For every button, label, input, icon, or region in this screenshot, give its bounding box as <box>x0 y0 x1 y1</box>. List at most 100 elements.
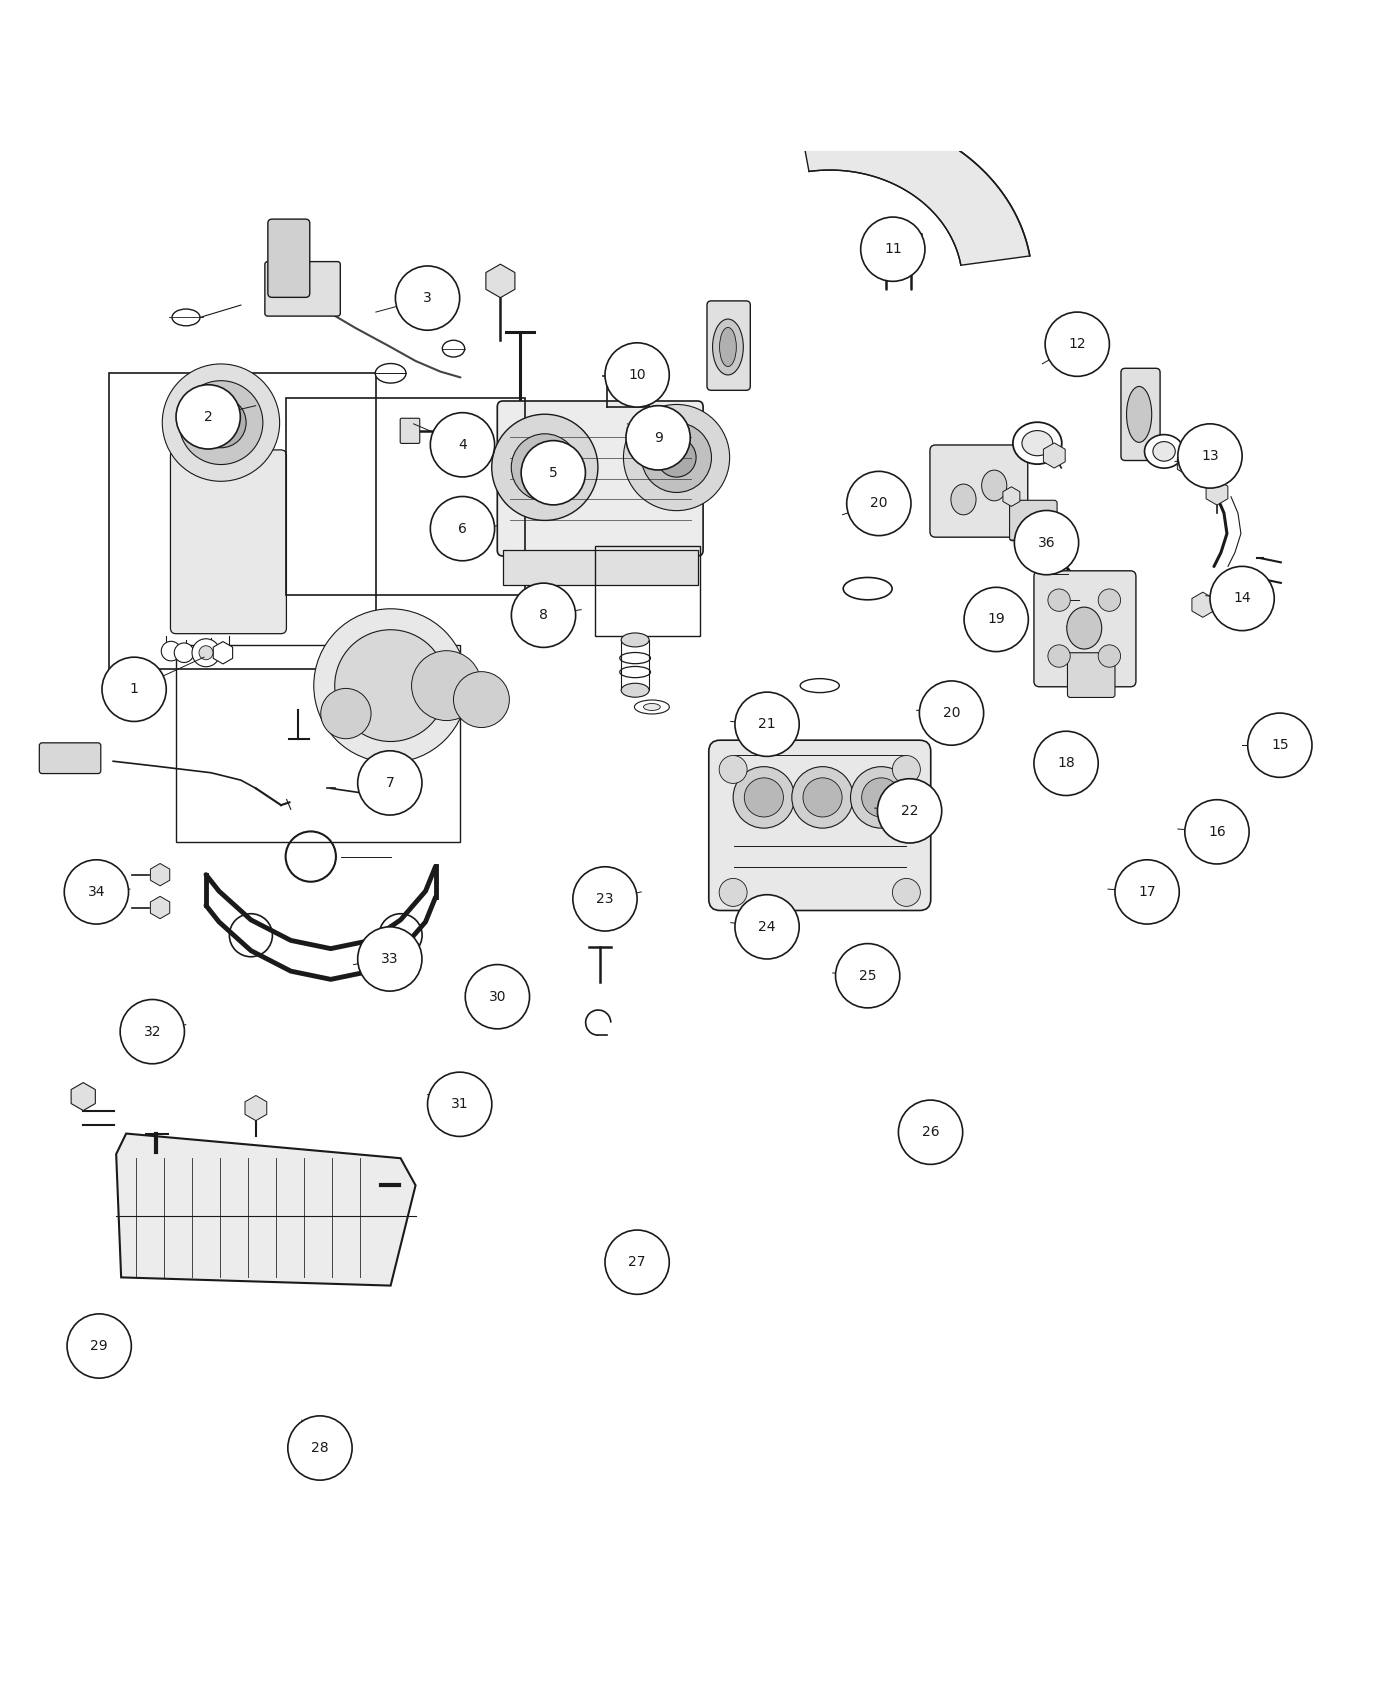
Circle shape <box>430 413 494 478</box>
FancyBboxPatch shape <box>267 219 309 298</box>
Circle shape <box>64 860 129 925</box>
Text: 27: 27 <box>629 1255 645 1270</box>
Circle shape <box>734 767 795 828</box>
Circle shape <box>102 658 167 721</box>
Circle shape <box>199 646 213 660</box>
Circle shape <box>1098 588 1120 612</box>
Circle shape <box>1114 860 1179 925</box>
Text: 7: 7 <box>385 775 395 791</box>
Ellipse shape <box>981 471 1007 501</box>
Circle shape <box>511 434 578 502</box>
FancyBboxPatch shape <box>707 301 750 391</box>
Circle shape <box>1184 799 1249 864</box>
Circle shape <box>196 398 246 447</box>
Circle shape <box>1035 731 1098 796</box>
FancyBboxPatch shape <box>1067 653 1114 697</box>
Circle shape <box>1046 313 1109 376</box>
FancyBboxPatch shape <box>930 445 1028 537</box>
Circle shape <box>454 672 510 728</box>
Text: 23: 23 <box>596 892 613 906</box>
Circle shape <box>176 384 241 449</box>
PathPatch shape <box>798 110 1030 265</box>
Text: 20: 20 <box>942 706 960 721</box>
Circle shape <box>861 779 900 818</box>
Ellipse shape <box>1127 386 1152 442</box>
Circle shape <box>623 405 729 510</box>
PathPatch shape <box>116 1134 416 1285</box>
Ellipse shape <box>375 364 406 382</box>
Circle shape <box>321 688 371 740</box>
Ellipse shape <box>644 704 661 711</box>
Circle shape <box>412 651 482 721</box>
Circle shape <box>314 609 468 763</box>
Text: 11: 11 <box>883 241 902 257</box>
Circle shape <box>1210 566 1274 631</box>
Circle shape <box>920 682 984 745</box>
Text: 3: 3 <box>423 291 433 304</box>
Text: 5: 5 <box>549 466 557 479</box>
Circle shape <box>491 415 598 520</box>
Text: 25: 25 <box>860 969 876 983</box>
Text: 29: 29 <box>91 1340 108 1353</box>
Text: 34: 34 <box>88 886 105 899</box>
Circle shape <box>657 439 696 478</box>
FancyBboxPatch shape <box>1035 571 1135 687</box>
Text: 20: 20 <box>869 496 888 510</box>
Text: 24: 24 <box>759 920 776 933</box>
Text: 9: 9 <box>654 430 662 445</box>
Ellipse shape <box>634 700 669 714</box>
Ellipse shape <box>622 683 650 697</box>
Circle shape <box>1015 510 1078 575</box>
Ellipse shape <box>1145 435 1183 468</box>
Ellipse shape <box>1022 430 1053 456</box>
Ellipse shape <box>720 328 736 367</box>
Circle shape <box>1098 644 1120 666</box>
Text: 30: 30 <box>489 989 507 1003</box>
Circle shape <box>430 496 494 561</box>
Circle shape <box>836 944 900 1008</box>
Circle shape <box>161 641 181 661</box>
Circle shape <box>1049 588 1070 612</box>
FancyBboxPatch shape <box>1009 500 1057 541</box>
Circle shape <box>735 692 799 756</box>
FancyBboxPatch shape <box>171 450 287 634</box>
FancyBboxPatch shape <box>503 551 697 585</box>
Ellipse shape <box>843 578 892 600</box>
Circle shape <box>357 927 421 991</box>
Text: 17: 17 <box>1138 886 1156 899</box>
Ellipse shape <box>801 678 840 692</box>
Circle shape <box>174 643 193 663</box>
Text: 32: 32 <box>144 1025 161 1039</box>
Circle shape <box>745 779 784 818</box>
Circle shape <box>605 1231 669 1294</box>
FancyBboxPatch shape <box>39 743 101 774</box>
Circle shape <box>626 406 690 469</box>
Text: 33: 33 <box>381 952 399 966</box>
Ellipse shape <box>1152 442 1175 461</box>
Text: 15: 15 <box>1271 738 1288 751</box>
Circle shape <box>720 879 748 906</box>
Circle shape <box>878 779 942 843</box>
FancyBboxPatch shape <box>400 418 420 444</box>
Circle shape <box>851 767 911 828</box>
Text: 13: 13 <box>1201 449 1219 462</box>
Text: 19: 19 <box>987 612 1005 627</box>
Circle shape <box>735 894 799 959</box>
Bar <box>109 374 375 670</box>
Circle shape <box>641 423 711 493</box>
Circle shape <box>162 364 280 481</box>
Circle shape <box>465 964 529 1028</box>
Circle shape <box>67 1314 132 1379</box>
FancyBboxPatch shape <box>708 740 931 911</box>
Circle shape <box>179 381 263 464</box>
Text: 21: 21 <box>759 717 776 731</box>
Text: 36: 36 <box>1037 536 1056 549</box>
Bar <box>595 546 700 636</box>
Circle shape <box>357 751 421 814</box>
Ellipse shape <box>172 309 200 326</box>
Ellipse shape <box>713 320 743 376</box>
Text: 22: 22 <box>900 804 918 818</box>
Ellipse shape <box>951 484 976 515</box>
Circle shape <box>892 755 920 784</box>
Circle shape <box>335 629 447 741</box>
